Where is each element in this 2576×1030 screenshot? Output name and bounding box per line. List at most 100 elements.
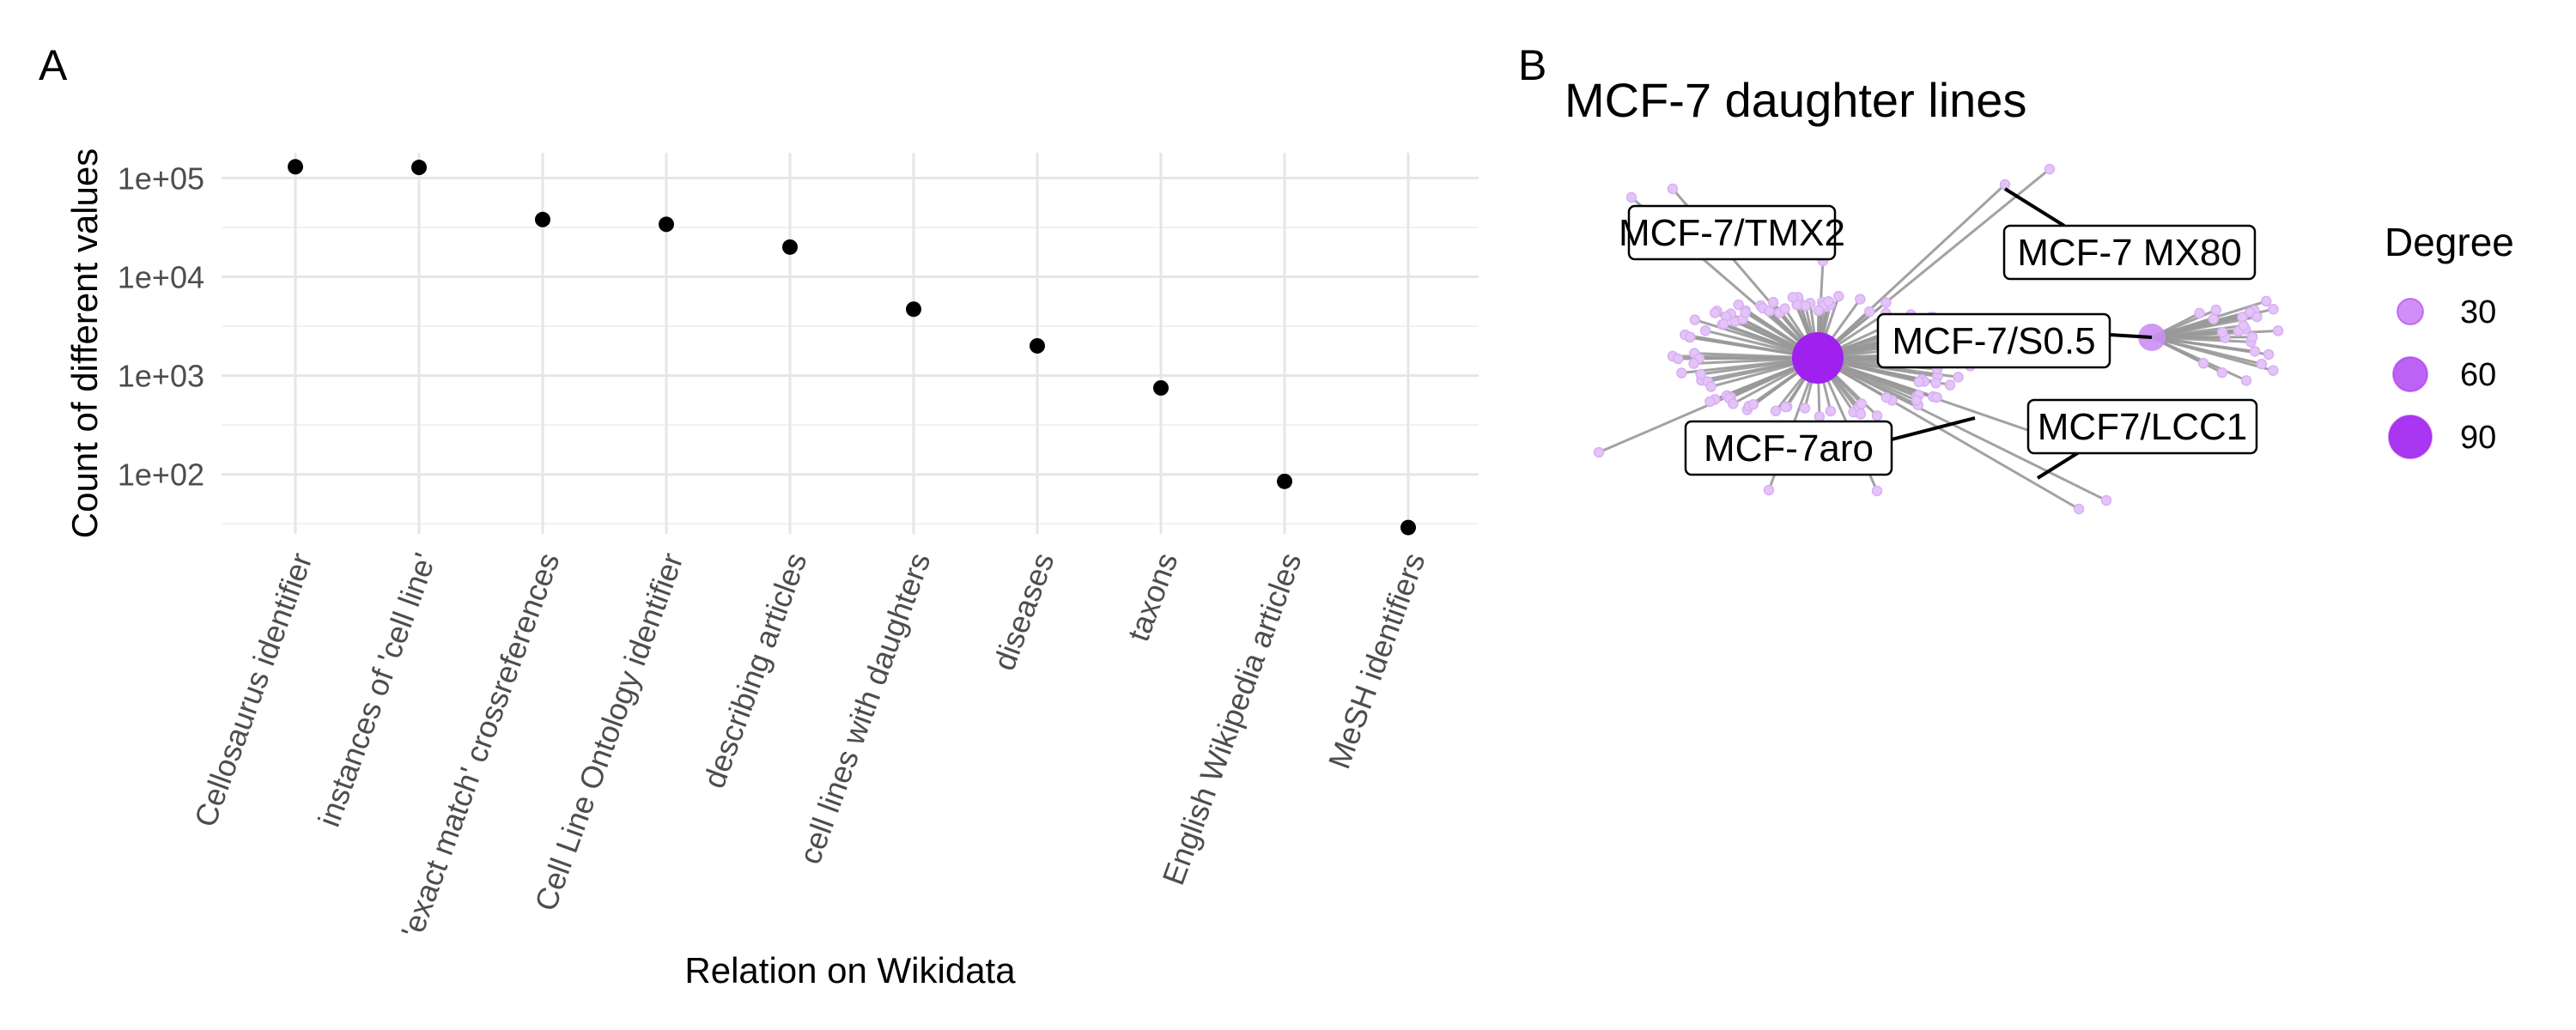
node-label: MCF-7/TMX2	[1619, 204, 1845, 261]
node-label-text: MCF-7aro	[1704, 427, 1874, 470]
leaf-node	[1676, 367, 1687, 379]
data-point	[1277, 473, 1292, 489]
leaf-node	[1880, 391, 1893, 403]
leaf-node	[1763, 484, 1775, 496]
leaf-node	[1733, 299, 1744, 311]
node-label-text: MCF-7/TMX2	[1619, 212, 1845, 254]
leaf-node	[1813, 305, 1825, 317]
leaf-node	[2208, 313, 2220, 324]
legend-label: 60	[2460, 357, 2496, 393]
node-label: MCF-7 MX80	[2002, 224, 2257, 281]
x-tick-label: instances of 'cell line'	[311, 548, 442, 832]
y-tick-label: 1e+03	[118, 359, 204, 394]
network-edge	[2151, 324, 2244, 339]
leaf-node	[2238, 320, 2250, 331]
leaf-node	[1855, 409, 1867, 420]
leaf-node	[2194, 307, 2205, 319]
network-edge	[1817, 356, 2080, 511]
x-tick-label: English Wikipedia articles	[1155, 548, 1308, 890]
data-point	[1400, 519, 1416, 536]
leaf-node	[1710, 307, 1721, 318]
leaf-node	[1823, 295, 1834, 307]
network-hub-nodes	[1792, 324, 2166, 384]
data-point	[288, 159, 303, 175]
node-label: MCF-7aro	[1684, 420, 1893, 476]
leader-line	[2003, 187, 2066, 227]
leaf-node	[1699, 324, 1711, 336]
y-tick-label: 1e+02	[118, 457, 204, 493]
leaf-node	[1685, 331, 1696, 343]
degree-legend: Degree 30 60 90	[2385, 220, 2514, 459]
x-tick-label: MeSH identifiers	[1321, 548, 1432, 773]
leaf-node	[1625, 191, 1637, 203]
leaf-node	[1825, 405, 1837, 417]
leaf-node	[1833, 290, 1844, 302]
leaf-node	[1780, 401, 1791, 413]
leaf-node	[2240, 375, 2252, 386]
leader-line	[2109, 333, 2153, 339]
leaf-node	[1695, 368, 1706, 380]
data-point	[1153, 379, 1169, 396]
leaf-node	[2073, 503, 2085, 515]
node-labels: MCF-7/TMX2 MCF-7 MX80 MCF-7/S0.5 MCF-7aro MC…	[1619, 204, 2258, 476]
data-point	[535, 211, 550, 227]
leaf-node	[2197, 357, 2209, 369]
leaf-node	[1593, 446, 1605, 458]
leaf-node	[1944, 379, 1956, 391]
panel-a-x-axis-label: Relation on Wikidata	[684, 950, 1016, 991]
leaf-node	[2268, 365, 2279, 376]
x-tick-label: Cellosaurus identifier	[187, 548, 319, 832]
leaf-node	[1672, 353, 1684, 365]
leaf-node	[1747, 398, 1759, 410]
leaf-node	[2210, 304, 2222, 316]
leaf-node	[1718, 318, 1729, 330]
node-label-box	[2002, 224, 2257, 281]
panel-b: B MCF-7 daughter lines MCF-7/TMX2 MCF-7 M…	[1518, 41, 2514, 515]
leaf-node	[2216, 326, 2228, 338]
node-label: MCF7/LCC1	[2026, 398, 2258, 455]
leaf-node	[2216, 367, 2228, 379]
leaf-node	[1855, 294, 1866, 305]
leaf-node	[1913, 376, 1925, 388]
node-label-box	[1627, 204, 1837, 261]
legend-swatch	[2392, 356, 2428, 392]
degree-legend-title: Degree	[2385, 220, 2514, 264]
leaf-node	[1856, 398, 1868, 409]
data-point	[659, 216, 674, 233]
legend-swatch	[2388, 415, 2433, 459]
legend-label: 90	[2460, 420, 2496, 456]
hub-node-main	[1792, 332, 1844, 384]
network-edge	[1817, 167, 2050, 360]
leaf-node	[2249, 346, 2261, 357]
leaf-node	[1871, 485, 1883, 497]
leaf-node	[1728, 398, 1739, 409]
y-tick-label: 1e+05	[118, 161, 204, 196]
leaf-node	[1999, 179, 2011, 191]
node-label-text: MCF7/LCC1	[2038, 406, 2248, 448]
leaf-node	[1770, 405, 1782, 417]
x-tick-label: describing articles	[696, 548, 813, 793]
leaf-node	[2256, 358, 2268, 370]
node-label: MCF-7/S0.5	[1876, 312, 2111, 369]
data-point	[1030, 337, 1045, 354]
node-label-box	[1684, 420, 1893, 476]
network-edge	[2151, 336, 2263, 366]
x-tick-label: Cell Line Ontology identifier	[527, 548, 690, 916]
leaf-node	[1767, 296, 1779, 308]
leaf-node	[1764, 306, 1775, 317]
panel-a-tag: A	[39, 41, 68, 89]
data-point	[782, 239, 798, 255]
leaf-node	[2272, 325, 2284, 336]
leaf-node	[2246, 331, 2258, 342]
leaf-node	[1911, 395, 1923, 406]
leaf-node	[1871, 410, 1883, 421]
data-point	[906, 301, 921, 318]
panel-a-y-ticks: 1e+02 1e+03 1e+04 1e+05	[118, 161, 204, 492]
panel-a-y-axis-label: Count of different values	[64, 148, 105, 539]
leader-line	[2036, 451, 2081, 480]
leaf-node	[1814, 411, 1826, 422]
leaf-node	[1667, 183, 1679, 195]
leaf-node	[2268, 303, 2279, 315]
